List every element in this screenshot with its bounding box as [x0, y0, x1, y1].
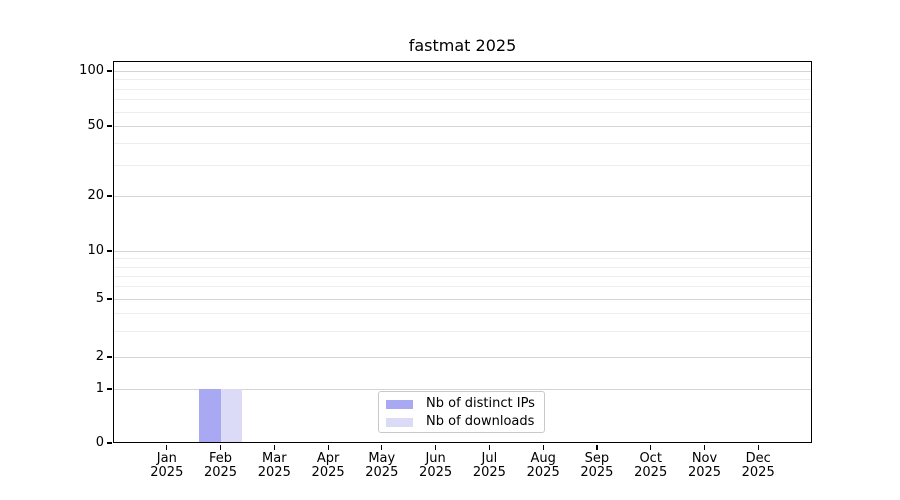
- x-tick-label: Oct 2025: [634, 451, 668, 480]
- axes-frame: [113, 61, 812, 443]
- x-tick-mark: [219, 444, 222, 450]
- x-tick-label: Aug 2025: [526, 451, 560, 480]
- major-gridline: [113, 126, 812, 127]
- x-tick-mark: [596, 444, 598, 450]
- y-tick-label: 100: [79, 63, 104, 78]
- minor-gridline: [113, 88, 812, 90]
- x-tick-mark: [327, 444, 329, 450]
- x-tick-label: Jun 2025: [419, 451, 453, 480]
- minor-gridline: [113, 79, 812, 81]
- minor-gridline: [113, 286, 812, 288]
- x-tick-mark: [650, 444, 652, 450]
- x-tick-mark: [381, 444, 383, 450]
- minor-gridline: [113, 143, 812, 145]
- y-tick-label: 0: [95, 435, 104, 450]
- x-tick-label: Feb 2025: [203, 451, 238, 480]
- y-tick-mark: [106, 388, 112, 390]
- x-tick-label: May 2025: [365, 451, 399, 480]
- y-tick-label: 50: [87, 118, 104, 133]
- legend-swatch-downloads: [386, 417, 413, 427]
- y-tick-label: 20: [87, 188, 104, 203]
- x-tick-label: Nov 2025: [687, 451, 722, 480]
- x-tick-mark: [488, 444, 491, 450]
- major-gridline: [113, 357, 812, 358]
- x-tick-mark: [542, 444, 544, 450]
- x-tick-label: Jan 2025: [150, 451, 184, 480]
- minor-gridline: [113, 165, 812, 166]
- legend-entry-distinct-ips: Nb of distinct IPs: [386, 395, 544, 413]
- bar-nb-of-distinct-ips: [199, 389, 221, 443]
- y-tick-mark: [106, 250, 112, 252]
- minor-gridline: [113, 99, 812, 101]
- x-tick-label: Mar 2025: [257, 451, 291, 480]
- minor-gridline: [113, 266, 812, 268]
- y-tick-mark: [106, 442, 112, 444]
- bar-nb-of-downloads: [220, 389, 242, 443]
- x-tick-label: Dec 2025: [741, 451, 775, 480]
- x-tick-label: Apr 2025: [311, 451, 345, 480]
- minor-gridline: [113, 111, 812, 113]
- y-tick-label: 2: [95, 349, 104, 364]
- legend-label-downloads: Nb of downloads: [426, 414, 535, 429]
- major-gridline: [113, 299, 812, 300]
- x-tick-mark: [435, 444, 437, 450]
- chart-title: fastmat 2025: [408, 36, 517, 55]
- legend: Nb of distinct IPs Nb of downloads: [378, 391, 545, 433]
- y-tick-mark: [106, 70, 112, 72]
- minor-gridline: [113, 331, 812, 333]
- x-tick-label: Jul 2025: [472, 451, 506, 480]
- minor-gridline: [113, 258, 812, 260]
- y-tick-mark: [106, 356, 112, 358]
- x-tick-label: Sep 2025: [580, 451, 614, 480]
- major-gridline: [113, 389, 812, 390]
- legend-label-distinct-ips: Nb of distinct IPs: [426, 396, 535, 411]
- y-tick-label: 1: [95, 381, 104, 396]
- y-tick-mark: [106, 195, 112, 197]
- major-gridline: [113, 196, 812, 197]
- x-tick-mark: [273, 444, 275, 450]
- minor-gridline: [113, 275, 812, 277]
- x-tick-mark: [166, 444, 168, 450]
- x-tick-mark: [703, 444, 706, 450]
- major-gridline: [113, 71, 812, 72]
- y-tick-mark: [106, 125, 112, 127]
- x-tick-mark: [757, 444, 759, 450]
- plot-area: Nb of distinct IPs Nb of downloads 0 1 2 5 1…: [79, 61, 812, 480]
- y-tick-mark: [106, 298, 112, 300]
- y-tick-label: 5: [95, 291, 104, 306]
- major-gridline: [113, 251, 812, 252]
- legend-swatch-distinct-ips: [386, 399, 413, 409]
- legend-entry-downloads: Nb of downloads: [386, 413, 544, 431]
- y-tick-label: 10: [87, 243, 104, 258]
- minor-gridline: [113, 313, 812, 315]
